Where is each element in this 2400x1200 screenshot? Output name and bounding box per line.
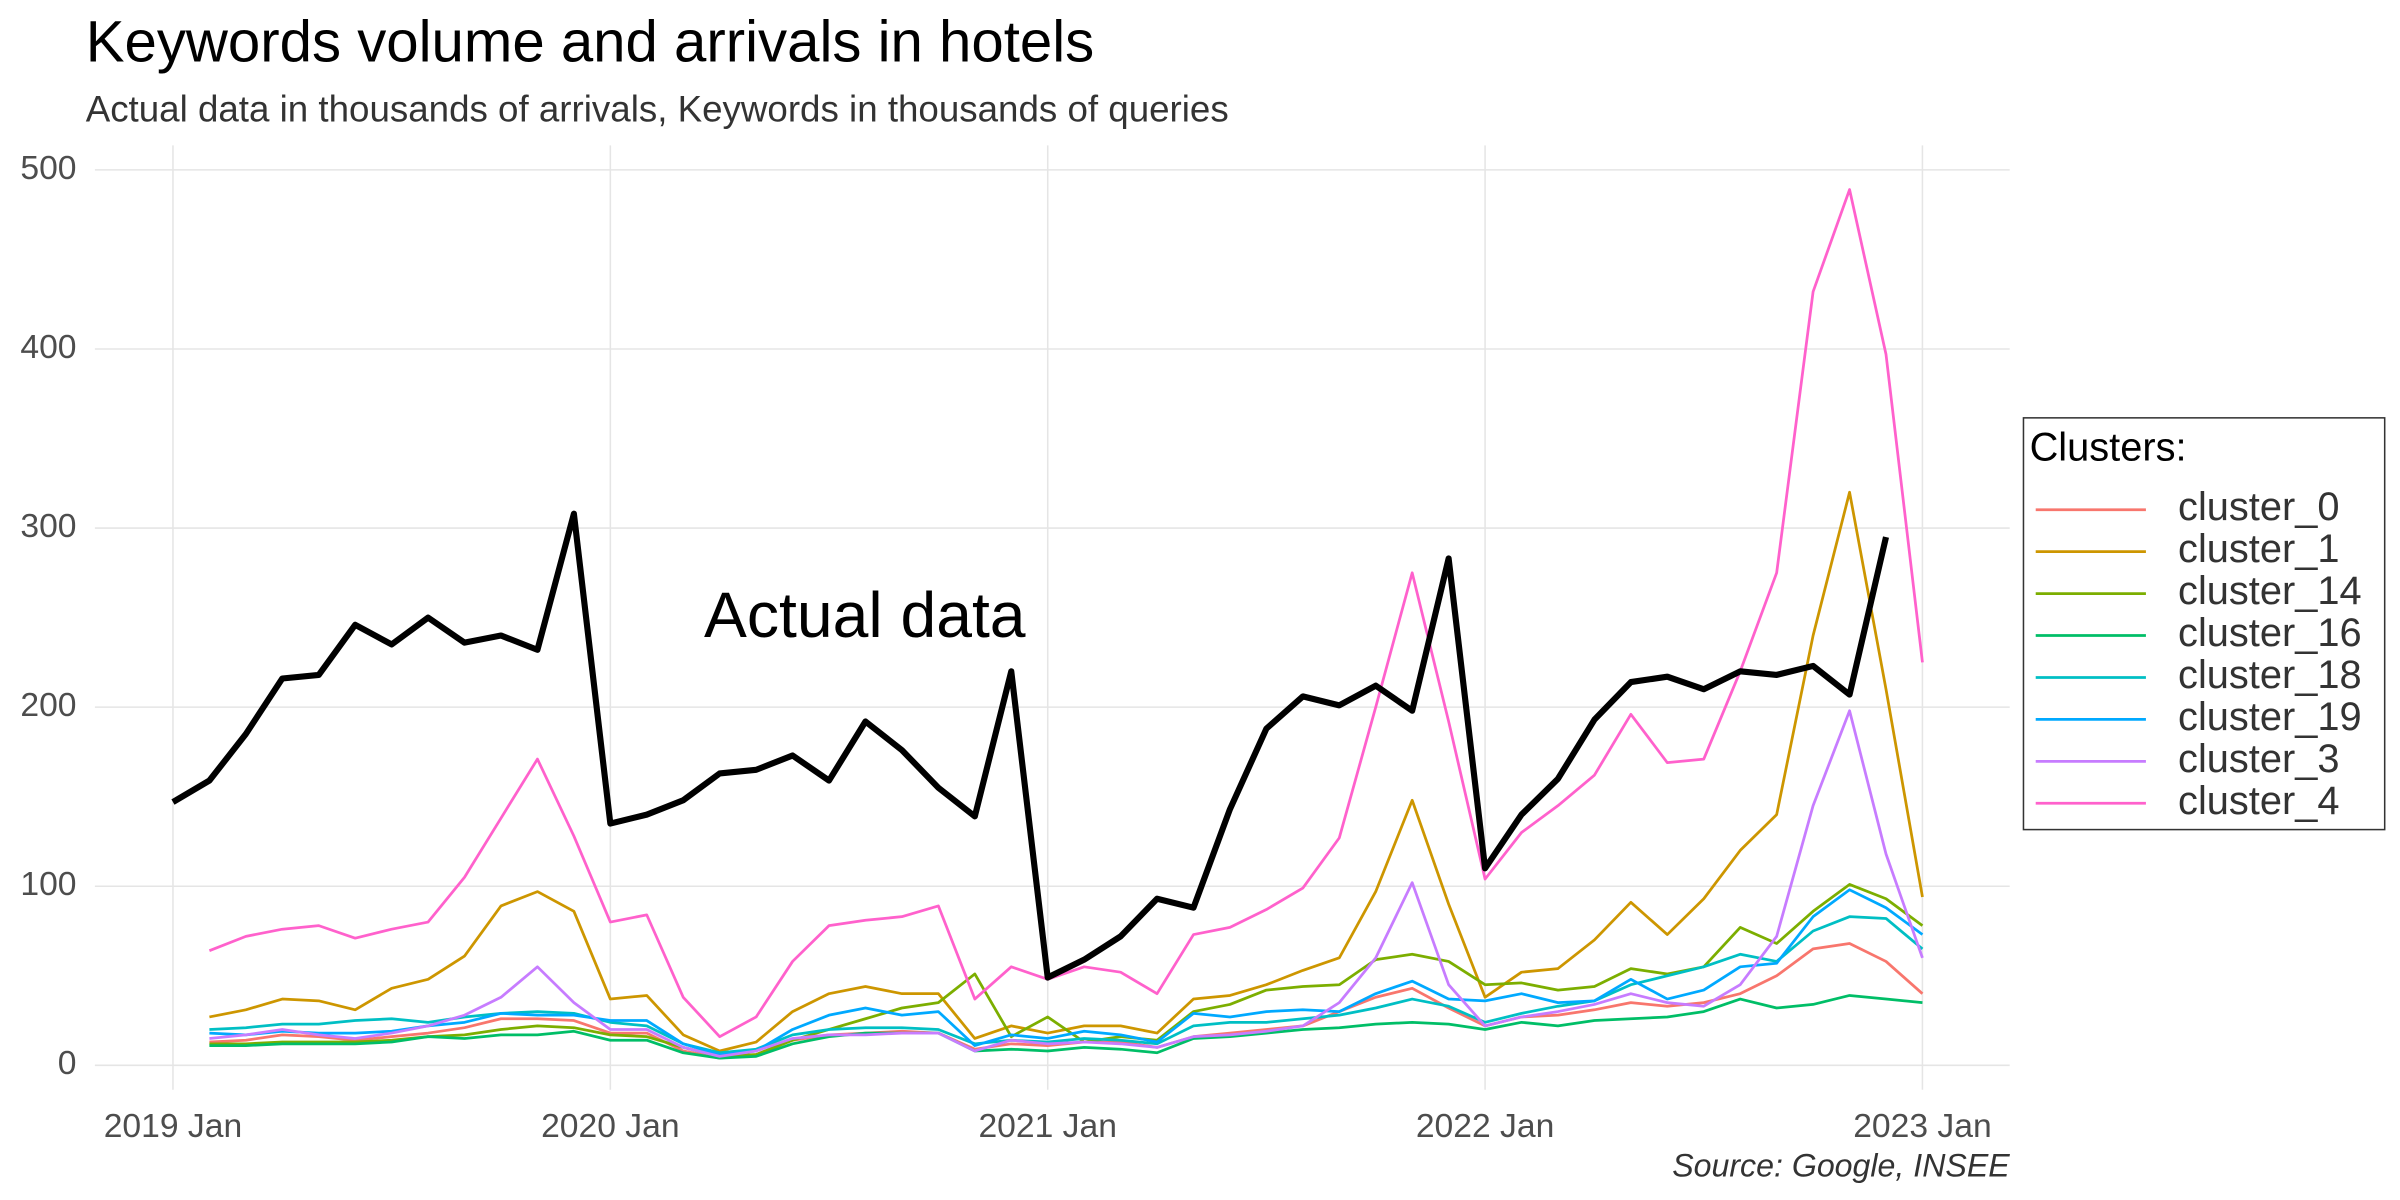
y-tick-label: 200 xyxy=(20,687,76,724)
series-line xyxy=(209,709,1924,1058)
series-line xyxy=(208,188,1924,1039)
caption: Source: Google, INSEE xyxy=(1672,1147,2010,1183)
series-line xyxy=(209,888,1924,1056)
legend-label: cluster_16 xyxy=(2178,611,2362,655)
x-tick-label: 2021 Jan xyxy=(978,1108,1117,1145)
legend-title: Clusters: xyxy=(2030,426,2187,470)
x-tick-label: 2022 Jan xyxy=(1416,1108,1555,1145)
series-line xyxy=(209,915,1924,1055)
y-tick-label: 400 xyxy=(20,329,76,366)
y-tick-label: 500 xyxy=(20,150,76,187)
y-tick-label: 300 xyxy=(20,508,76,545)
y-tick-label: 100 xyxy=(20,866,76,903)
legend-label: cluster_3 xyxy=(2178,737,2339,781)
legend-label: cluster_14 xyxy=(2178,569,2362,613)
series-line xyxy=(171,510,1889,981)
x-tick-label: 2020 Jan xyxy=(541,1108,680,1145)
y-tick-label: 0 xyxy=(58,1045,77,1082)
legend-label: cluster_18 xyxy=(2178,653,2362,697)
chart-title: Keywords volume and arrivals in hotels xyxy=(86,9,1095,74)
chart-subtitle: Actual data in thousands of arrivals, Ke… xyxy=(86,88,1229,129)
legend-label: cluster_4 xyxy=(2178,779,2339,823)
x-tick-label: 2019 Jan xyxy=(104,1108,243,1145)
legend-label: cluster_19 xyxy=(2178,695,2362,739)
series-line xyxy=(209,883,1924,1058)
annotation: Actual data xyxy=(704,579,1026,651)
legend-label: cluster_0 xyxy=(2178,485,2339,529)
series-line xyxy=(209,994,1923,1060)
legend-label: cluster_1 xyxy=(2178,527,2339,571)
x-tick-label: 2023 Jan xyxy=(1853,1108,1992,1145)
